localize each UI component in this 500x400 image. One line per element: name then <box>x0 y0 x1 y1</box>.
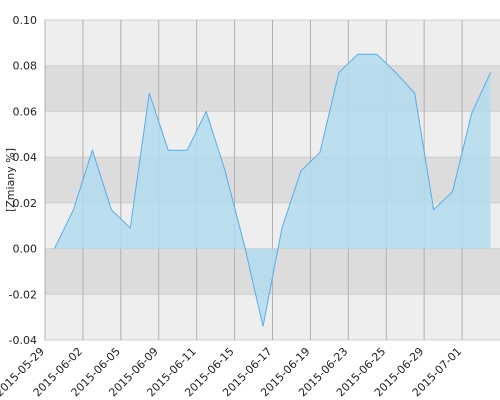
y-axis-label: [Zmiany %] <box>4 148 17 212</box>
y-tick-label: 0.10 <box>13 14 38 27</box>
y-tick-label: 0.02 <box>13 197 38 210</box>
y-tick-label: 0.08 <box>13 60 38 73</box>
area <box>54 54 491 327</box>
y-tick-label: 0.04 <box>13 151 38 164</box>
line <box>54 53 491 327</box>
y-tick-label: 0.06 <box>13 105 38 118</box>
y-tick-label: 0.00 <box>13 243 38 256</box>
y-tick-label: -0.04 <box>9 334 37 347</box>
y-tick-label: -0.02 <box>9 288 37 301</box>
